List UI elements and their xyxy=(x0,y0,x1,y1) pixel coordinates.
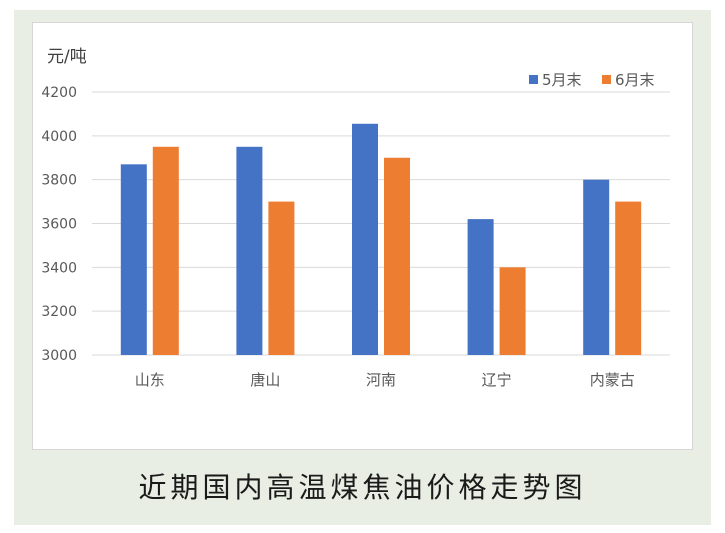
y-tick-label: 3600 xyxy=(41,217,77,233)
y-tick-label: 3800 xyxy=(41,173,77,189)
x-tick-label: 唐山 xyxy=(250,371,280,389)
x-tick-labels: 山东 唐山 河南 辽宁 内蒙古 xyxy=(135,371,635,389)
legend-label: 5月末 xyxy=(542,71,582,89)
y-tick-labels: 3000 3200 3400 3600 3800 4000 4200 xyxy=(41,85,77,364)
y-tick-label: 3000 xyxy=(41,348,77,364)
legend-swatch xyxy=(602,75,611,84)
gridlines xyxy=(92,91,670,356)
y-axis-label: 元/吨 xyxy=(47,47,87,67)
x-tick-label: 河南 xyxy=(366,371,396,389)
bar-may-2 xyxy=(352,123,378,355)
bar-june-3 xyxy=(499,267,526,355)
y-tick-label: 3400 xyxy=(41,260,77,276)
bar-may-4 xyxy=(583,179,610,355)
figure-caption: 近期国内高温煤焦油价格走势图 xyxy=(138,471,587,504)
bar-may-0 xyxy=(120,164,147,355)
x-tick-label: 山东 xyxy=(135,371,165,389)
legend-swatch xyxy=(529,75,538,84)
bar-may-3 xyxy=(467,219,494,355)
bar-june-4 xyxy=(615,201,642,355)
bar-may-1 xyxy=(236,146,263,355)
bar-june-2 xyxy=(384,157,410,355)
y-tick-label: 3200 xyxy=(41,304,77,320)
y-tick-label: 4000 xyxy=(41,129,77,145)
bar-june-0 xyxy=(152,146,179,355)
legend-label: 6月末 xyxy=(615,71,655,89)
legend: 5月末 6月末 xyxy=(529,71,655,89)
bars xyxy=(120,123,642,355)
x-tick-label: 内蒙古 xyxy=(590,371,635,389)
y-tick-label: 4200 xyxy=(41,85,77,101)
bar-june-1 xyxy=(268,201,295,355)
x-tick-label: 辽宁 xyxy=(482,371,512,389)
